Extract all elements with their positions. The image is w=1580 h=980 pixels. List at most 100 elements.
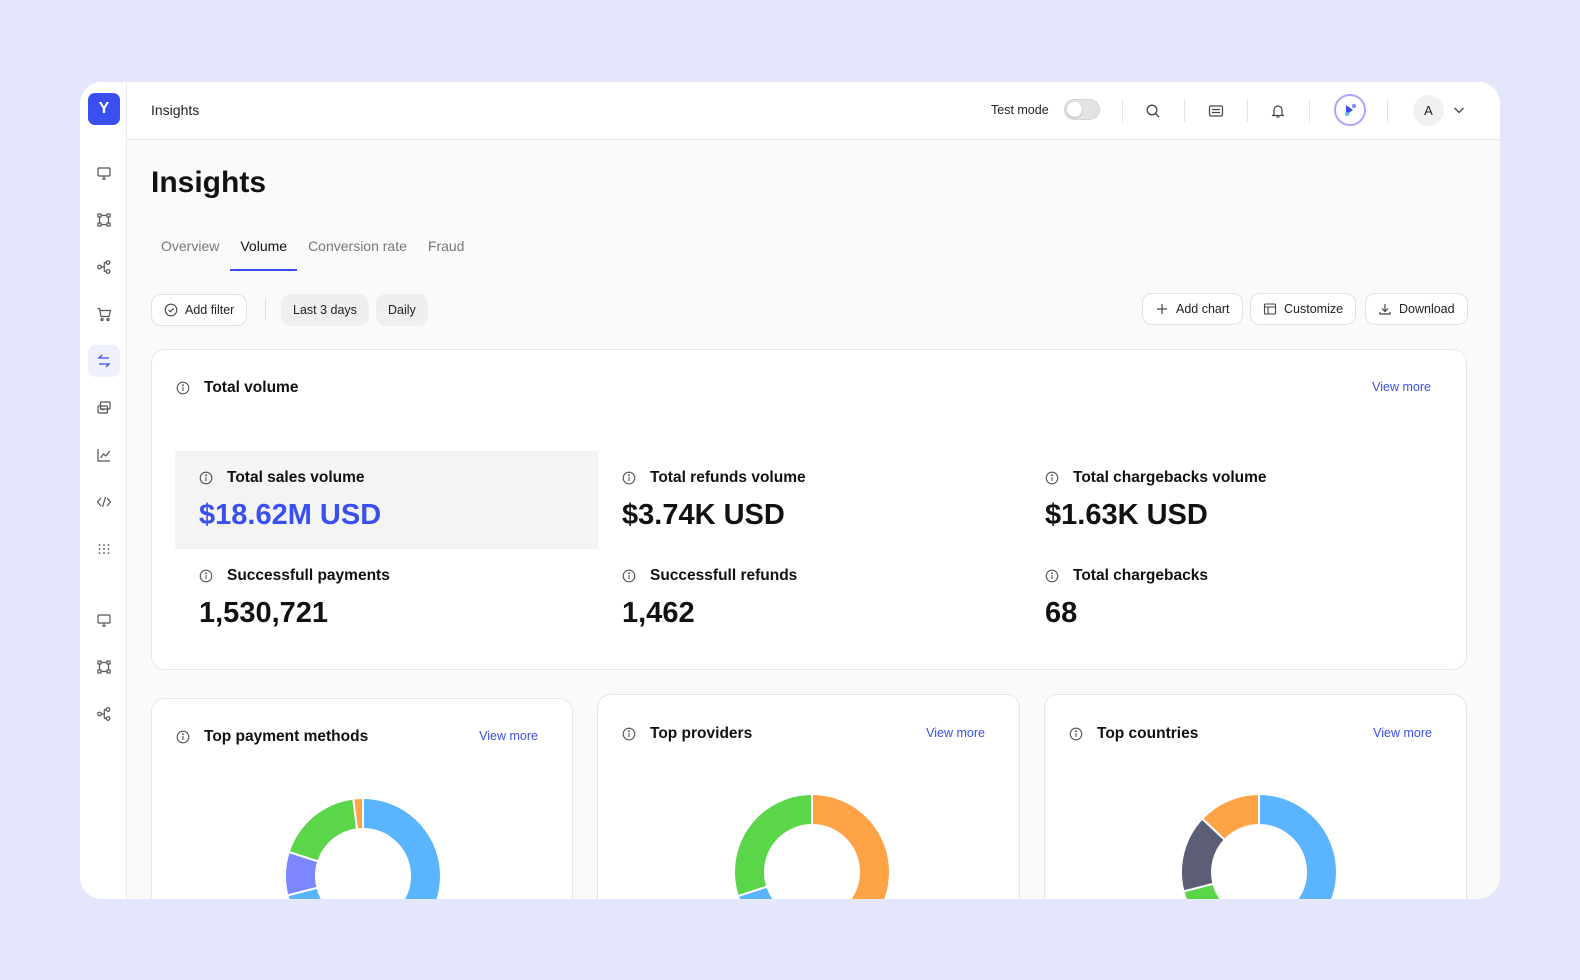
user-avatar[interactable]: A [1413,95,1444,126]
cart-icon[interactable] [88,298,120,330]
card-header: Top providers [622,725,752,743]
info-icon[interactable] [622,727,636,741]
total-volume-header: Total volume [176,379,298,397]
metric-total-chargebacks[interactable]: Total chargebacks 68 [1021,549,1444,647]
donut-slice-0[interactable] [286,796,442,899]
payment-methods-donut [284,796,442,899]
metric-label-row: Successfull payments [199,567,390,585]
bell-icon[interactable] [1267,100,1289,122]
add-chart-label: Add chart [1176,302,1230,316]
sidebar: Y [80,82,127,899]
tab-conversion-rate[interactable]: Conversion rate [308,238,407,254]
donut-slice-2[interactable] [287,797,359,863]
top-providers-card: Top providers View more [597,694,1020,899]
connections-icon[interactable] [88,251,120,283]
metric-label-row: Successfull refunds [622,567,797,585]
connections-icon[interactable] [88,698,120,730]
monitor-icon[interactable] [88,157,120,189]
tab-bar: Overview Volume Conversion rate Fraud [151,232,475,272]
metric-label: Total chargebacks [1073,567,1208,584]
donut-slice-0[interactable] [1258,792,1338,899]
metric-total-sales-volume[interactable]: Total sales volume $18.62M USD [175,451,598,549]
add-chart-button[interactable]: Add chart [1142,293,1243,325]
view-more-link[interactable]: View more [926,726,985,740]
chevron-down-icon[interactable] [1451,102,1467,118]
info-icon[interactable] [199,471,213,485]
info-icon[interactable] [176,381,190,395]
info-icon[interactable] [1045,569,1059,583]
divider [1387,100,1388,122]
metric-total-chargebacks-volume[interactable]: Total chargebacks volume $1.63K USD [1021,451,1444,549]
customize-button[interactable]: Customize [1250,293,1357,325]
divider [1122,100,1123,122]
info-icon[interactable] [1069,727,1083,741]
donut-slice-3[interactable] [352,796,364,831]
date-range-selector[interactable]: Last 3 days [281,294,369,326]
search-icon[interactable] [1142,100,1164,122]
donut-slice-0[interactable] [811,792,891,899]
metric-value: 1,530,721 [199,597,329,629]
donut-slice-3[interactable] [1200,792,1260,842]
tab-overview[interactable]: Overview [161,238,220,254]
divider [1247,100,1248,122]
toggle-knob [1067,102,1082,117]
top-payment-methods-card: Top payment methods View more [151,698,573,899]
app-logo[interactable]: Y [88,93,120,125]
metric-value: $18.62M USD [199,499,382,531]
metric-label: Total sales volume [227,469,365,486]
view-more-link[interactable]: View more [1372,380,1431,394]
download-label: Download [1399,302,1455,316]
metric-label: Total chargebacks volume [1073,469,1267,486]
metric-value: 1,462 [622,597,695,629]
add-filter-button[interactable]: Add filter [151,294,248,326]
divider [1184,100,1185,122]
add-filter-label: Add filter [185,303,235,317]
metric-label: Successfull payments [227,567,390,584]
layout-icon [1263,303,1277,315]
view-more-link[interactable]: View more [479,729,538,743]
top-bar: Insights Test mode A [127,82,1500,140]
code-icon[interactable] [88,486,120,518]
granularity-selector[interactable]: Daily [376,294,428,326]
providers-donut [733,792,891,899]
metric-value: $3.74K USD [622,499,785,531]
info-icon[interactable] [1045,471,1059,485]
payouts-icon[interactable] [88,392,120,424]
test-mode-toggle[interactable] [1064,99,1100,120]
divider [265,299,266,321]
workflow-icon[interactable] [88,204,120,236]
insights-icon[interactable] [88,439,120,471]
apps-grid-icon[interactable] [88,533,120,565]
metric-label-row: Total chargebacks [1045,567,1208,585]
metric-total-refunds-volume[interactable]: Total refunds volume $3.74K USD [598,451,1021,549]
metric-value: $1.63K USD [1045,499,1208,531]
metric-successful-refunds[interactable]: Successfull refunds 1,462 [598,549,1021,647]
donut-slice-2[interactable] [733,792,813,898]
check-circle-icon [164,303,178,317]
test-mode-label: Test mode [991,103,1049,117]
view-more-link[interactable]: View more [1373,726,1432,740]
transactions-icon[interactable] [88,345,120,377]
info-icon[interactable] [622,569,636,583]
messages-icon[interactable] [1205,100,1227,122]
tab-volume[interactable]: Volume [230,232,297,272]
workspace-avatar[interactable] [1334,94,1366,126]
info-icon[interactable] [199,569,213,583]
metric-label-row: Total refunds volume [622,469,806,487]
info-icon[interactable] [176,730,190,744]
workflow-icon[interactable] [88,651,120,683]
card-header: Top countries [1069,725,1198,743]
info-icon[interactable] [622,471,636,485]
download-button[interactable]: Download [1365,293,1468,325]
tab-fraud[interactable]: Fraud [427,238,465,254]
card-title: Total volume [204,379,299,396]
total-volume-card: Total volume View more Total sales volum… [151,349,1467,670]
app-window: Y [80,82,1500,899]
plus-icon [1157,304,1167,314]
workspace-logo-icon [1345,104,1356,116]
metric-label-row: Total chargebacks volume [1045,469,1267,487]
metric-successful-payments[interactable]: Successfull payments 1,530,721 [175,549,598,647]
card-title: Top payment methods [204,728,369,745]
monitor-icon[interactable] [88,604,120,636]
download-icon [1379,304,1391,315]
